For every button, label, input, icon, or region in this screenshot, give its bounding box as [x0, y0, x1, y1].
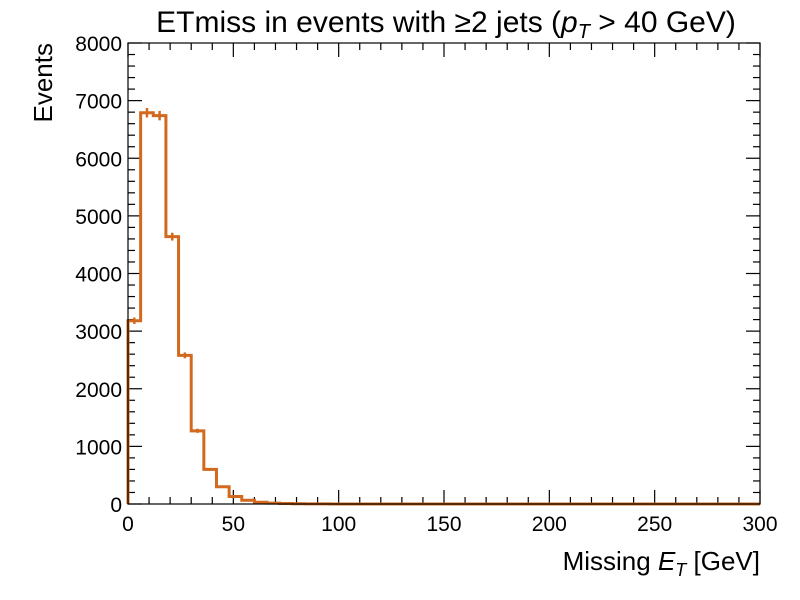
y-tick-label: 5000 [75, 206, 122, 229]
histogram-series [126, 108, 760, 506]
x-tick-label: 0 [122, 513, 134, 536]
y-tick-label: 6000 [75, 148, 122, 171]
y-tick-label: 1000 [75, 436, 122, 459]
x-tick-label: 250 [637, 513, 672, 536]
chart-title: ETmiss in events with ≥2 jets (pT > 40 G… [156, 6, 736, 43]
chart-title-prefix: ETmiss in events with ≥2 jets ( [156, 6, 561, 39]
y-tick-label: 7000 [75, 91, 122, 114]
histogram-outline [126, 111, 760, 506]
x-axis-label: Missing ET [GeV] [563, 546, 760, 580]
axis-ticks [127, 42, 761, 505]
y-tick-label: 2000 [75, 379, 122, 402]
x-tick-label: 150 [426, 513, 461, 536]
y-tick-label: 4000 [75, 264, 122, 287]
x-axis-label-suffix: [GeV] [686, 546, 760, 576]
x-tick-label: 200 [532, 513, 567, 536]
x-axis-label-prefix: Missing [563, 546, 658, 576]
chart-title-suffix: > 40 GeV) [590, 6, 736, 39]
axis-tick-labels: 0 50 100 150 200 250 3000100020003000400050006… [75, 33, 777, 536]
y-axis-label: Events [28, 43, 58, 123]
x-tick-label: 300 [742, 513, 777, 536]
chart-title-sub: T [578, 21, 592, 43]
chart-title-var: p [560, 6, 578, 39]
y-tick-label: 8000 [75, 33, 122, 56]
x-tick-label: 50 [222, 513, 245, 536]
x-axis-label-var: E [658, 546, 676, 576]
y-tick-label: 0 [110, 494, 122, 517]
x-tick-label: 100 [321, 513, 356, 536]
plot-frame [127, 42, 761, 505]
x-axis-label-sub: T [675, 560, 688, 580]
y-tick-label: 3000 [75, 321, 122, 344]
